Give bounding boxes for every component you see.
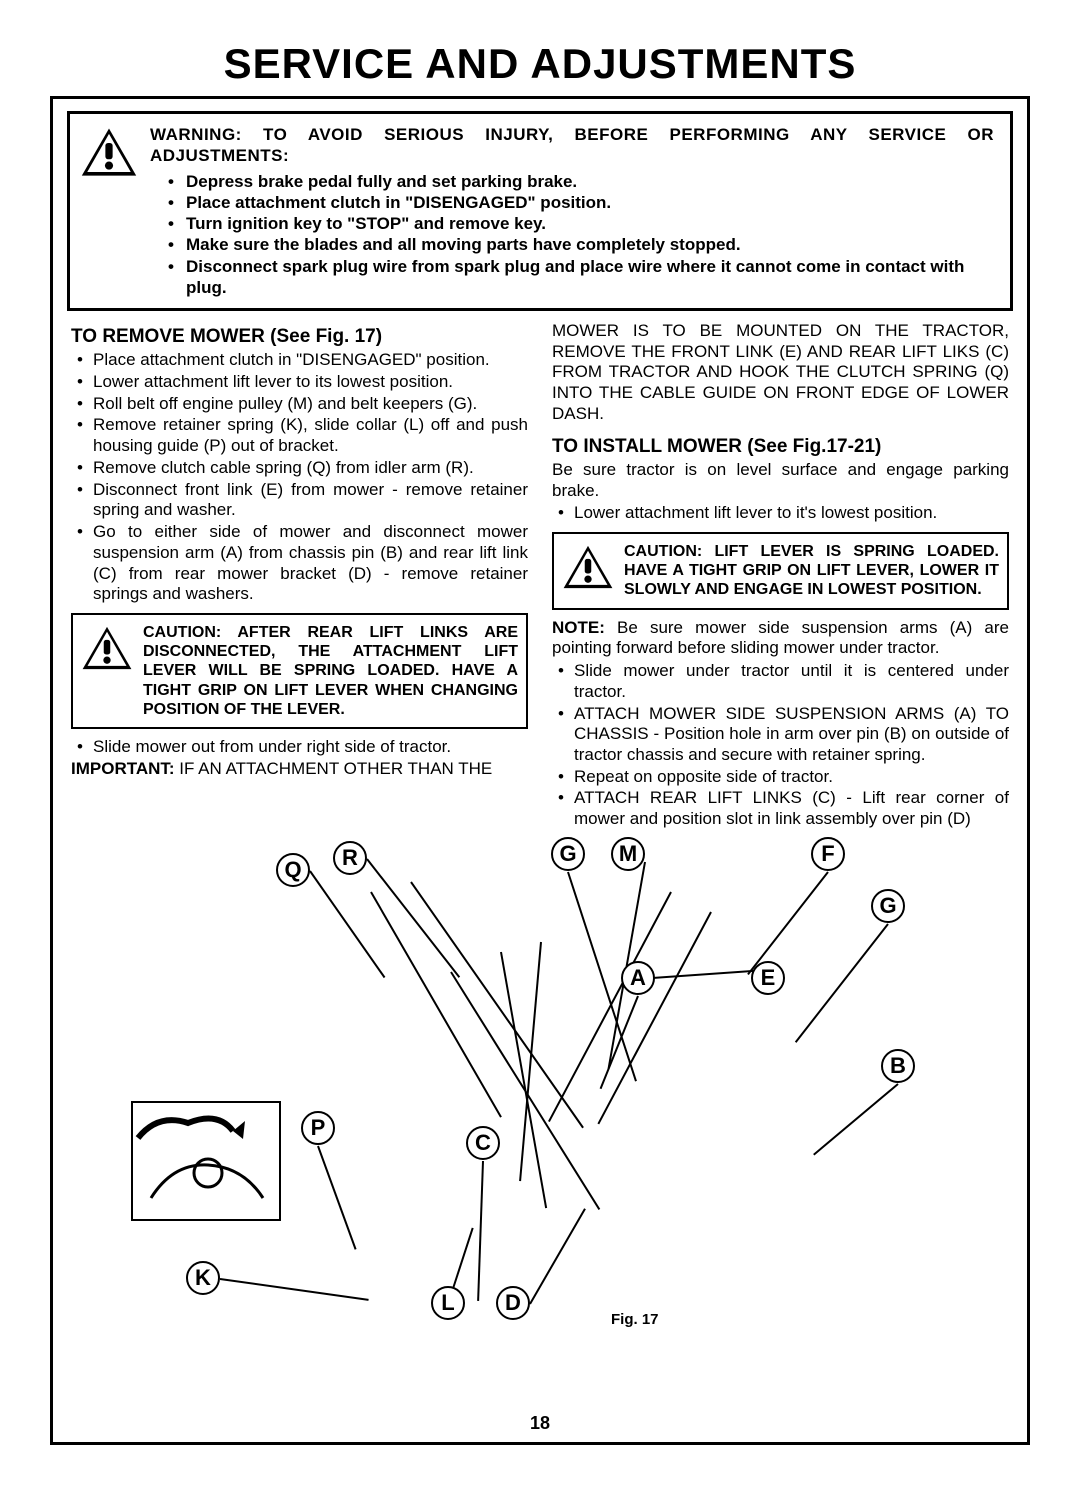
install-list-1: Lower attachment lift lever to it's lowe…	[552, 503, 1009, 524]
caution-box-left: CAUTION: AFTER REAR LIFT LINKS ARE DISCO…	[71, 613, 528, 729]
right-column: MOWER IS TO BE MOUNTED ON THE TRACTOR, R…	[552, 321, 1009, 831]
list-item: Remove clutch cable spring (Q) from idle…	[71, 458, 528, 479]
warning-item: Depress brake pedal fully and set parkin…	[168, 171, 994, 192]
page-title: Service And Adjustments	[50, 40, 1030, 96]
leader-line	[813, 1083, 899, 1155]
warning-item: Disconnect spark plug wire from spark pl…	[168, 256, 994, 299]
remove-mower-heading: TO REMOVE MOWER (See Fig. 17)	[71, 325, 528, 348]
install-list-2: Slide mower under tractor until it is ce…	[552, 661, 1009, 830]
list-item: Slide mower under tractor until it is ce…	[552, 661, 1009, 702]
figure-caption: Fig. 17	[611, 1311, 659, 1328]
warning-item: Turn ignition key to "STOP" and remove k…	[168, 213, 994, 234]
list-item: Go to either side of mower and disconnec…	[71, 522, 528, 605]
list-item: Lower attachment lift lever to its lowes…	[71, 372, 528, 393]
warning-box: WARNING: TO AVOID SERIOUS INJURY, BEFORE…	[67, 111, 1013, 311]
install-mower-heading: TO INSTALL MOWER (See Fig.17-21)	[552, 435, 1009, 458]
leader-line	[220, 1278, 369, 1301]
callout-D: D	[496, 1286, 530, 1320]
callout-P: P	[301, 1111, 335, 1145]
warning-icon	[562, 542, 614, 600]
caution-text: CAUTION: LIFT LEVER IS SPRING LOADED. HA…	[624, 542, 999, 600]
warning-item: Place attachment clutch in "DISENGAGED" …	[168, 192, 994, 213]
caution-box-right: CAUTION: LIFT LEVER IS SPRING LOADED. HA…	[552, 532, 1009, 610]
list-item: Lower attachment lift lever to it's lowe…	[552, 503, 1009, 524]
left-column: TO REMOVE MOWER (See Fig. 17) Place atta…	[71, 321, 528, 831]
list-item: Place attachment clutch in "DISENGAGED" …	[71, 350, 528, 371]
list-item: Slide mower out from under right side of…	[71, 737, 528, 758]
important-label: IMPORTANT:	[71, 759, 175, 778]
list-item: Roll belt off engine pulley (M) and belt…	[71, 394, 528, 415]
warning-icon	[80, 124, 138, 298]
page-frame: WARNING: TO AVOID SERIOUS INJURY, BEFORE…	[50, 96, 1030, 1445]
leader-line	[317, 1146, 357, 1250]
leader-line	[747, 871, 829, 975]
leader-line	[529, 1208, 586, 1304]
list-item: ATTACH REAR LIFT LINKS (C) - Lift rear c…	[552, 788, 1009, 829]
warning-icon	[81, 623, 133, 719]
warning-item: Make sure the blades and all moving part…	[168, 234, 994, 255]
callout-Q: Q	[276, 853, 310, 887]
important-rest: IF AN ATTACHMENT OTHER THAN THE	[175, 759, 493, 778]
diagram-stroke	[370, 891, 502, 1117]
warning-heading: WARNING: TO AVOID SERIOUS INJURY, BEFORE…	[150, 124, 994, 167]
install-intro: Be sure tractor is on level surface and …	[552, 460, 1009, 501]
list-item: Disconnect front link (E) from mower - r…	[71, 480, 528, 521]
note-line: NOTE: Be sure mower side suspension arms…	[552, 618, 1009, 659]
important-note: IMPORTANT: IF AN ATTACHMENT OTHER THAN T…	[71, 759, 528, 780]
list-item: Remove retainer spring (K), slide collar…	[71, 415, 528, 456]
leader-line	[366, 858, 460, 977]
callout-B: B	[881, 1049, 915, 1083]
page-number: 18	[53, 1411, 1027, 1442]
leader-line	[309, 870, 385, 978]
continuation-text: MOWER IS TO BE MOUNTED ON THE TRACTOR, R…	[552, 321, 1009, 425]
callout-F: F	[811, 837, 845, 871]
callout-L: L	[431, 1286, 465, 1320]
callout-K: K	[186, 1261, 220, 1295]
two-column-body: TO REMOVE MOWER (See Fig. 17) Place atta…	[53, 311, 1027, 831]
callout-M: M	[611, 837, 645, 871]
callout-E: E	[751, 961, 785, 995]
leader-line	[795, 923, 889, 1042]
note-rest: Be sure mower side suspension arms (A) a…	[552, 618, 1009, 658]
caution-text: CAUTION: AFTER REAR LIFT LINKS ARE DISCO…	[143, 623, 518, 719]
callout-A: A	[621, 961, 655, 995]
remove-mower-list: Place attachment clutch in "DISENGAGED" …	[71, 350, 528, 605]
callout-G: G	[551, 837, 585, 871]
warning-list: Depress brake pedal fully and set parkin…	[150, 171, 994, 299]
list-item: ATTACH MOWER SIDE SUSPENSION ARMS (A) TO…	[552, 704, 1009, 766]
leader-line	[477, 1161, 484, 1301]
callout-C: C	[466, 1126, 500, 1160]
note-label: NOTE:	[552, 618, 605, 637]
list-item: Repeat on opposite side of tractor.	[552, 767, 1009, 788]
figure-17: Q R G M F G A E B P C K L D	[71, 831, 1009, 1411]
diagram-stroke	[500, 952, 547, 1208]
callout-G2: G	[871, 889, 905, 923]
diagram-stroke	[548, 891, 672, 1122]
callout-R: R	[333, 841, 367, 875]
remove-mower-list-2: Slide mower out from under right side of…	[71, 737, 528, 758]
inset-detail	[131, 1101, 281, 1221]
